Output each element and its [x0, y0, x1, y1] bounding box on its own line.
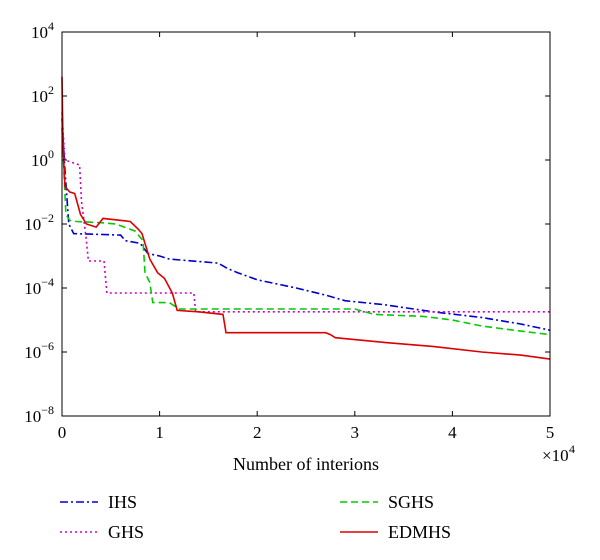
- y-tick-label: 10−6: [24, 339, 54, 362]
- legend-label-sghs: SGHS: [388, 492, 434, 512]
- x-tick-label: 5: [546, 423, 555, 442]
- x-axis-label: Number of interions: [233, 454, 379, 474]
- series-line-edmhs: [61, 76, 551, 360]
- legend-label-edmhs: EDMHS: [388, 522, 451, 542]
- y-tick-label: 10−8: [24, 403, 54, 426]
- x-multiplier-exponent: 4: [569, 442, 575, 456]
- y-tick-label: 104: [31, 19, 54, 42]
- x-tick-label: 3: [351, 423, 360, 442]
- x-tick-label: 4: [448, 423, 457, 442]
- series-line-ihs: [61, 118, 551, 331]
- plot-frame: [61, 31, 551, 417]
- y-tick-label: 10−2: [24, 211, 54, 234]
- y-tick-label: 10−4: [24, 275, 54, 298]
- x-tick-label: 1: [155, 423, 164, 442]
- legend-label-ihs: IHS: [108, 492, 137, 512]
- x-tick-label: 0: [58, 423, 67, 442]
- x-multiplier-base: ×10: [542, 446, 569, 465]
- legend-label-ghs: GHS: [108, 522, 144, 542]
- series-layer: [61, 76, 551, 360]
- axes-layer: 0 1 2 3 4 5 10−8 10−6 10−4 10−2 100 102 104: [24, 19, 554, 442]
- y-tick-label: 100: [31, 147, 54, 170]
- y-tick-label: 102: [31, 83, 54, 106]
- legend: IHS GHS SGHS EDMHS: [60, 492, 451, 542]
- series-line-sghs: [61, 127, 551, 336]
- x-tick-label: 2: [253, 423, 262, 442]
- x-multiplier: ×10 4: [542, 442, 575, 465]
- series-line-ghs: [61, 112, 550, 313]
